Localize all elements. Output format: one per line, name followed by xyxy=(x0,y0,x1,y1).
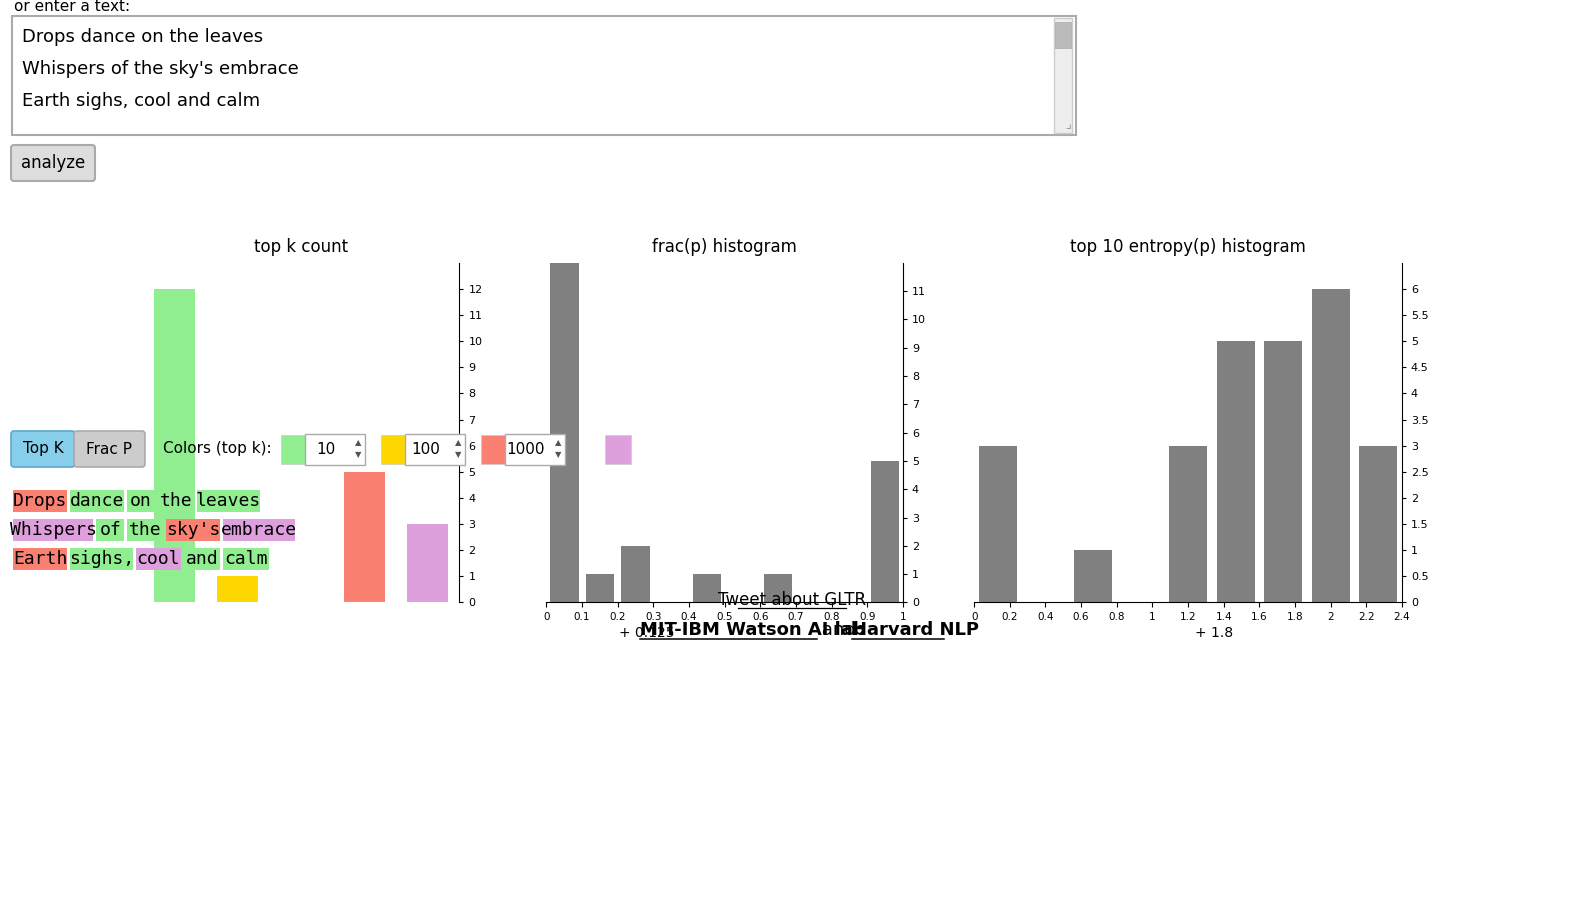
Text: the: the xyxy=(128,521,162,539)
Text: ⌟: ⌟ xyxy=(1064,118,1071,131)
Bar xyxy=(1264,342,1302,602)
Text: and: and xyxy=(816,621,862,639)
Bar xyxy=(127,519,163,541)
FancyBboxPatch shape xyxy=(406,434,466,465)
Title: top 10 entropy(p) histogram: top 10 entropy(p) histogram xyxy=(1071,237,1305,255)
Bar xyxy=(196,490,260,512)
FancyBboxPatch shape xyxy=(482,435,505,464)
Text: leaves: leaves xyxy=(196,492,261,510)
Bar xyxy=(1053,18,1072,133)
Text: cool: cool xyxy=(136,550,181,568)
Text: analyze: analyze xyxy=(21,154,86,172)
Text: + 0.125: + 0.125 xyxy=(618,626,675,641)
Text: 1000: 1000 xyxy=(507,441,545,457)
Text: Drops: Drops xyxy=(13,492,67,510)
Text: ▲: ▲ xyxy=(554,439,561,448)
Bar xyxy=(692,574,721,602)
Bar xyxy=(344,472,385,602)
Bar xyxy=(1359,446,1397,602)
Bar xyxy=(621,545,649,602)
Bar xyxy=(70,490,124,512)
Bar xyxy=(223,519,295,541)
FancyBboxPatch shape xyxy=(605,435,630,464)
Bar xyxy=(407,524,448,602)
FancyBboxPatch shape xyxy=(13,16,1076,135)
Bar xyxy=(1055,22,1071,48)
Text: Top K: Top K xyxy=(22,441,63,457)
Title: top k count: top k count xyxy=(253,237,348,255)
Text: + 1.8: + 1.8 xyxy=(1194,626,1232,641)
Text: 10: 10 xyxy=(317,441,336,457)
Bar xyxy=(1074,550,1112,602)
Text: ▼: ▼ xyxy=(355,450,361,459)
Text: Colors (top k):: Colors (top k): xyxy=(163,441,271,457)
Bar xyxy=(217,576,258,602)
Bar xyxy=(13,519,93,541)
Bar xyxy=(157,490,193,512)
FancyBboxPatch shape xyxy=(11,431,74,467)
Text: Drops dance on the leaves: Drops dance on the leaves xyxy=(22,28,263,46)
Text: Tweet about GLTR: Tweet about GLTR xyxy=(718,591,866,609)
Bar xyxy=(13,548,67,570)
Text: sighs,: sighs, xyxy=(68,550,135,568)
Bar xyxy=(136,548,181,570)
Text: Whispers of the sky's embrace: Whispers of the sky's embrace xyxy=(22,60,299,78)
Bar xyxy=(550,263,578,602)
FancyBboxPatch shape xyxy=(505,434,565,465)
Text: Whispers: Whispers xyxy=(10,521,97,539)
Bar xyxy=(979,446,1017,602)
Text: ▼: ▼ xyxy=(455,450,461,459)
Text: dance: dance xyxy=(70,492,124,510)
Bar xyxy=(586,574,615,602)
Bar xyxy=(154,289,195,602)
Bar xyxy=(1169,446,1207,602)
Bar xyxy=(127,490,155,512)
Text: ▲: ▲ xyxy=(355,439,361,448)
Bar xyxy=(166,519,220,541)
Text: embrace: embrace xyxy=(222,521,298,539)
Bar xyxy=(184,548,220,570)
Text: on: on xyxy=(130,492,152,510)
Text: ▼: ▼ xyxy=(554,450,561,459)
Text: sky's: sky's xyxy=(166,521,220,539)
FancyBboxPatch shape xyxy=(306,434,364,465)
Bar xyxy=(97,519,124,541)
Bar xyxy=(763,574,792,602)
Text: 100: 100 xyxy=(412,441,440,457)
Text: the: the xyxy=(160,492,192,510)
Text: Earth: Earth xyxy=(13,550,67,568)
FancyBboxPatch shape xyxy=(382,435,406,464)
Text: of: of xyxy=(100,521,120,539)
Text: MIT-IBM Watson AI lab: MIT-IBM Watson AI lab xyxy=(640,621,866,639)
Text: Harvard NLP: Harvard NLP xyxy=(852,621,979,639)
Bar xyxy=(223,548,269,570)
Bar xyxy=(13,490,67,512)
Bar xyxy=(1312,289,1350,602)
Bar xyxy=(871,461,900,602)
Bar xyxy=(70,548,133,570)
Title: frac(p) histogram: frac(p) histogram xyxy=(653,237,797,255)
Bar xyxy=(1217,342,1255,602)
Text: and: and xyxy=(185,550,219,568)
FancyBboxPatch shape xyxy=(11,145,95,181)
Text: Frac P: Frac P xyxy=(86,441,131,457)
Text: Earth sighs, cool and calm: Earth sighs, cool and calm xyxy=(22,92,260,110)
Text: calm: calm xyxy=(225,550,268,568)
FancyBboxPatch shape xyxy=(74,431,146,467)
FancyBboxPatch shape xyxy=(280,435,306,464)
Text: ▲: ▲ xyxy=(455,439,461,448)
Text: or enter a text:: or enter a text: xyxy=(14,0,130,14)
